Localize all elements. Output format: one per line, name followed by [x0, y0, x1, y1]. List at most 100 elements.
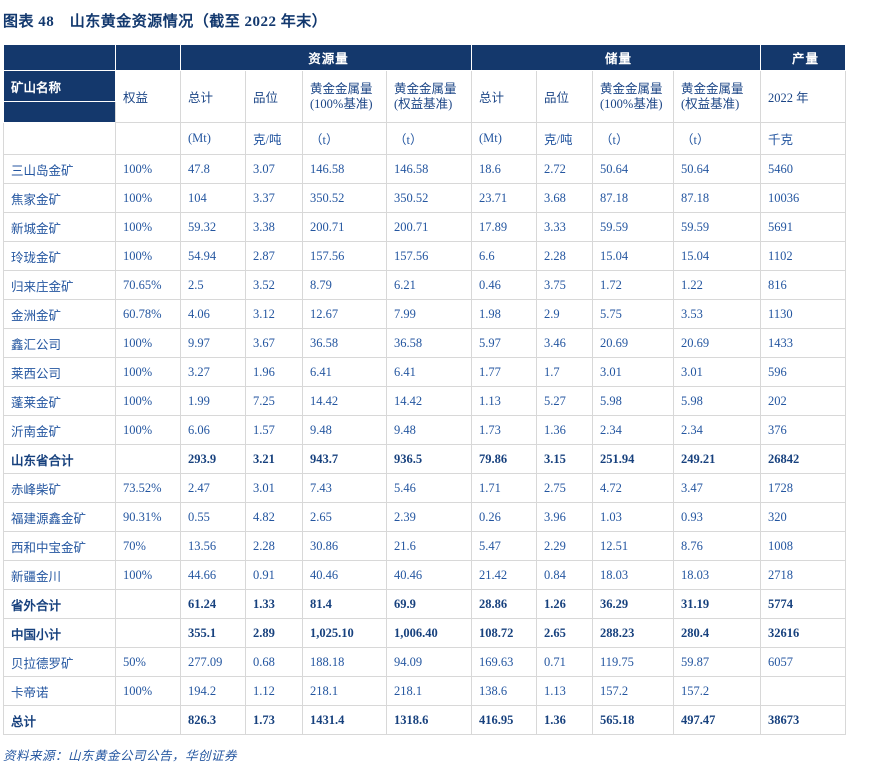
production-unit: 千克	[760, 122, 847, 155]
equity-cell: 100%	[115, 560, 181, 590]
mine-name-cell: 新城金矿	[3, 212, 116, 242]
res-metal-100-cell: 7.43	[302, 473, 387, 503]
header-line: 黄金金属量	[310, 81, 373, 96]
rsv-metal-100-cell: 18.03	[592, 560, 675, 590]
res-grade-cell: 3.37	[245, 183, 303, 213]
rsv-total-cell: 1.73	[471, 415, 538, 445]
equity-cell	[115, 589, 181, 619]
total-row: 省外合计 61.24 1.33 81.4 69.9 28.86 1.26 36.29 31.19…	[3, 589, 847, 619]
res-grade-cell: 0.91	[245, 560, 303, 590]
equity-cell: 100%	[115, 357, 181, 387]
res-total-cell: 355.1	[180, 618, 246, 648]
rsv-total-cell: 1.98	[471, 299, 538, 329]
corner-blank-cell	[115, 44, 181, 71]
table-row: 贝拉德罗矿 50% 277.09 0.68 188.18 94.09 169.63 0.71 1…	[3, 647, 847, 677]
table-row: 西和中宝金矿 70% 13.56 2.28 30.86 21.6 5.47 2.29 12.51…	[3, 531, 847, 561]
res-grade-cell: 3.12	[245, 299, 303, 329]
production-2022-cell: 1130	[760, 299, 847, 329]
mine-name-cell: 莱西公司	[3, 357, 116, 387]
res-total-cell: 54.94	[180, 241, 246, 271]
production-2022-cell	[760, 676, 847, 706]
rsv-metal-equity-unit: （t）	[673, 122, 762, 155]
rsv-metal-100-header: 黄金金属量 (100%基准)	[592, 70, 675, 123]
rsv-metal-100-cell: 12.51	[592, 531, 675, 561]
res-metal-equity-cell: 6.21	[385, 270, 473, 300]
production-2022-cell: 6057	[760, 647, 847, 677]
rsv-grade-cell: 1.13	[536, 676, 594, 706]
rsv-grade-cell: 2.72	[536, 154, 594, 184]
res-metal-equity-cell: 9.48	[385, 415, 473, 445]
table-row: 归来庄金矿 70.65% 2.5 3.52 8.79 6.21 0.46 3.75 1.72 1.…	[3, 270, 847, 300]
rsv-grade-cell: 3.96	[536, 502, 594, 532]
production-2022-cell: 38673	[760, 705, 847, 735]
rsv-metal-equity-cell: 5.98	[673, 386, 762, 416]
rsv-grade-cell: 2.65	[536, 618, 594, 648]
rsv-metal-equity-cell: 18.03	[673, 560, 762, 590]
rsv-grade-cell: 3.46	[536, 328, 594, 358]
rsv-metal-100-cell: 87.18	[592, 183, 675, 213]
total-row: 总计 826.3 1.73 1431.4 1318.6 416.95 1.36 565.18 4…	[3, 705, 847, 735]
header-line: 黄金金属量	[681, 81, 744, 96]
rsv-metal-equity-cell: 497.47	[673, 705, 762, 735]
mine-name-cell: 玲珑金矿	[3, 241, 116, 271]
res-metal-equity-cell: 7.99	[385, 299, 473, 329]
res-grade-cell: 1.33	[245, 589, 303, 619]
rsv-total-cell: 169.63	[471, 647, 538, 677]
equity-header: 权益	[115, 70, 181, 123]
rsv-grade-cell: 2.29	[536, 531, 594, 561]
rsv-grade-cell: 3.75	[536, 270, 594, 300]
group-header-reserves: 储量	[471, 44, 762, 71]
rsv-grade-cell: 2.9	[536, 299, 594, 329]
mine-name-cell: 沂南金矿	[3, 415, 116, 445]
mine-name-cell: 金洲金矿	[3, 299, 116, 329]
rsv-metal-100-cell: 2.34	[592, 415, 675, 445]
mine-name-cell: 焦家金矿	[3, 183, 116, 213]
mine-name-cell: 三山岛金矿	[3, 154, 116, 184]
rsv-grade-cell: 1.36	[536, 415, 594, 445]
group-header-resources: 资源量	[179, 44, 473, 71]
equity-cell	[115, 444, 181, 474]
rsv-total-cell: 79.86	[471, 444, 538, 474]
production-2022-cell: 1433	[760, 328, 847, 358]
rsv-metal-100-cell: 50.64	[592, 154, 675, 184]
mine-name-cell: 省外合计	[3, 589, 116, 619]
rsv-grade-cell: 1.36	[536, 705, 594, 735]
res-metal-equity-header: 黄金金属量 (权益基准)	[385, 70, 473, 123]
header-line: (权益基准)	[681, 96, 740, 111]
res-metal-equity-cell: 146.58	[385, 154, 473, 184]
res-total-header: 总计	[180, 70, 246, 123]
res-metal-100-cell: 1,025.10	[302, 618, 387, 648]
res-metal-equity-cell: 2.39	[385, 502, 473, 532]
res-grade-header: 品位	[245, 70, 303, 123]
rsv-grade-cell: 2.28	[536, 241, 594, 271]
rsv-metal-equity-cell: 157.2	[673, 676, 762, 706]
header-line: (100%基准)	[600, 96, 663, 111]
equity-cell: 100%	[115, 154, 181, 184]
res-metal-equity-cell: 200.71	[385, 212, 473, 242]
production-2022-cell: 2718	[760, 560, 847, 590]
rsv-grade-unit: 克/吨	[536, 122, 594, 155]
res-total-cell: 44.66	[180, 560, 246, 590]
res-grade-cell: 3.67	[245, 328, 303, 358]
res-metal-equity-cell: 40.46	[385, 560, 473, 590]
production-2022-cell: 376	[760, 415, 847, 445]
rsv-grade-cell: 1.7	[536, 357, 594, 387]
res-grade-cell: 2.87	[245, 241, 303, 271]
rsv-grade-cell: 3.68	[536, 183, 594, 213]
group-header-row: 资源量 储量 产量	[3, 44, 847, 71]
equity-cell: 70%	[115, 531, 181, 561]
equity-cell: 100%	[115, 183, 181, 213]
mine-name-cell: 赤峰柴矿	[3, 473, 116, 503]
res-total-cell: 9.97	[180, 328, 246, 358]
res-grade-cell: 3.07	[245, 154, 303, 184]
res-metal-100-cell: 6.41	[302, 357, 387, 387]
mine-name-cell: 山东省合计	[3, 444, 116, 474]
rsv-total-cell: 1.71	[471, 473, 538, 503]
rsv-metal-equity-cell: 3.47	[673, 473, 762, 503]
rsv-metal-equity-cell: 8.76	[673, 531, 762, 561]
corner-blank-cell	[3, 44, 116, 71]
table-row: 沂南金矿 100% 6.06 1.57 9.48 9.48 1.73 1.36 2.34 2.34…	[3, 415, 847, 445]
res-total-cell: 4.06	[180, 299, 246, 329]
table-row: 焦家金矿 100% 104 3.37 350.52 350.52 23.71 3.68 87.1…	[3, 183, 847, 213]
res-grade-cell: 0.68	[245, 647, 303, 677]
